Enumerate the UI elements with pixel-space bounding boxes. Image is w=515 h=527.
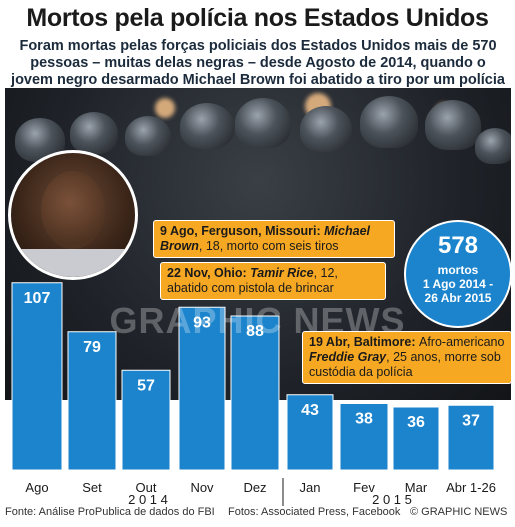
callout-1-prefix: 9 Ago, Ferguson, Missouri: [160, 224, 325, 238]
bar-mar [392, 406, 440, 471]
callout-3-name: Freddie Gray [309, 350, 387, 364]
bar-value-label: 36 [407, 414, 425, 431]
category-label: Nov [190, 480, 214, 495]
callout-tamir-rice: 22 Nov, Ohio: Tamir Rice, 12, abatido co… [160, 262, 386, 300]
bar-value-label: 38 [355, 411, 373, 428]
bar-value-label: 43 [301, 402, 319, 419]
photo-credit: Fotos: Associated Press, Facebook [228, 506, 401, 518]
michael-brown-portrait [8, 150, 138, 280]
total-label-line-3: 26 Abr 2015 [424, 291, 492, 305]
category-label: Out [136, 480, 157, 495]
callout-2-name: Tamir Rice [250, 266, 314, 280]
category-label: Dez [243, 480, 266, 495]
category-label: Mar [405, 480, 428, 495]
category-label: Set [82, 480, 102, 495]
bar-value-label: 93 [193, 314, 211, 331]
page-title: Mortos pela polícia nos Estados Unidos [26, 4, 489, 32]
total-label-line-2: 1 Ago 2014 - [422, 277, 494, 291]
callout-1-name: Michael Brown [160, 224, 370, 253]
callout-3-suffix: , 25 anos, morre sob custódia da polícia [309, 350, 501, 379]
category-label: Abr 1-26 [446, 480, 496, 495]
bar-value-label: 37 [462, 412, 480, 429]
total-number: 578 [437, 232, 479, 259]
callout-michael-brown: 9 Ago, Ferguson, Missouri: Michael Brown… [153, 220, 395, 258]
year-label: 2 0 1 5 [372, 492, 412, 507]
bar-nov [178, 306, 226, 471]
callout-2-prefix: 22 Nov, Ohio: [167, 266, 251, 280]
bar-abr [447, 404, 495, 471]
callout-3-prefix: 19 Abr, Baltimore: [309, 335, 419, 349]
total-label-line-1: mortos [437, 263, 479, 277]
source-note: Fonte: Análise ProPublica de dados do FB… [5, 506, 215, 518]
bar-value-label: 88 [246, 323, 264, 340]
total-deaths-badge: 578 mortos 1 Ago 2014 - 26 Abr 2015 [404, 220, 512, 328]
category-label: Jan [300, 480, 321, 495]
bar-dez [230, 315, 280, 471]
bar-value-label: 107 [24, 290, 51, 307]
subtitle: Foram mortas pelas forças policiais dos … [11, 38, 505, 105]
bar-ago [11, 282, 63, 471]
copyright: © GRAPHIC NEWS [410, 506, 508, 518]
year-label: 2 0 1 4 [128, 492, 168, 507]
category-label: Fev [353, 480, 375, 495]
bar-value-label: 57 [137, 377, 155, 394]
bar-jan [286, 394, 334, 471]
callout-freddie-gray: 19 Abr, Baltimore: Afro-americano Freddi… [302, 331, 512, 384]
callout-1-suffix: , 18, morto com seis tiros [198, 239, 339, 253]
bar-set [67, 331, 117, 471]
bar-out [121, 369, 171, 471]
bar-value-label: 79 [83, 339, 101, 356]
callout-2-suffix: , 12, abatido com pistola de brincar [167, 266, 338, 295]
callout-3-text: Afro-americano [419, 335, 505, 349]
total-label: mortos 1 Ago 2014 - 26 Abr 2015 [406, 263, 510, 305]
category-label: Ago [25, 480, 48, 495]
bar-fev [339, 403, 389, 471]
